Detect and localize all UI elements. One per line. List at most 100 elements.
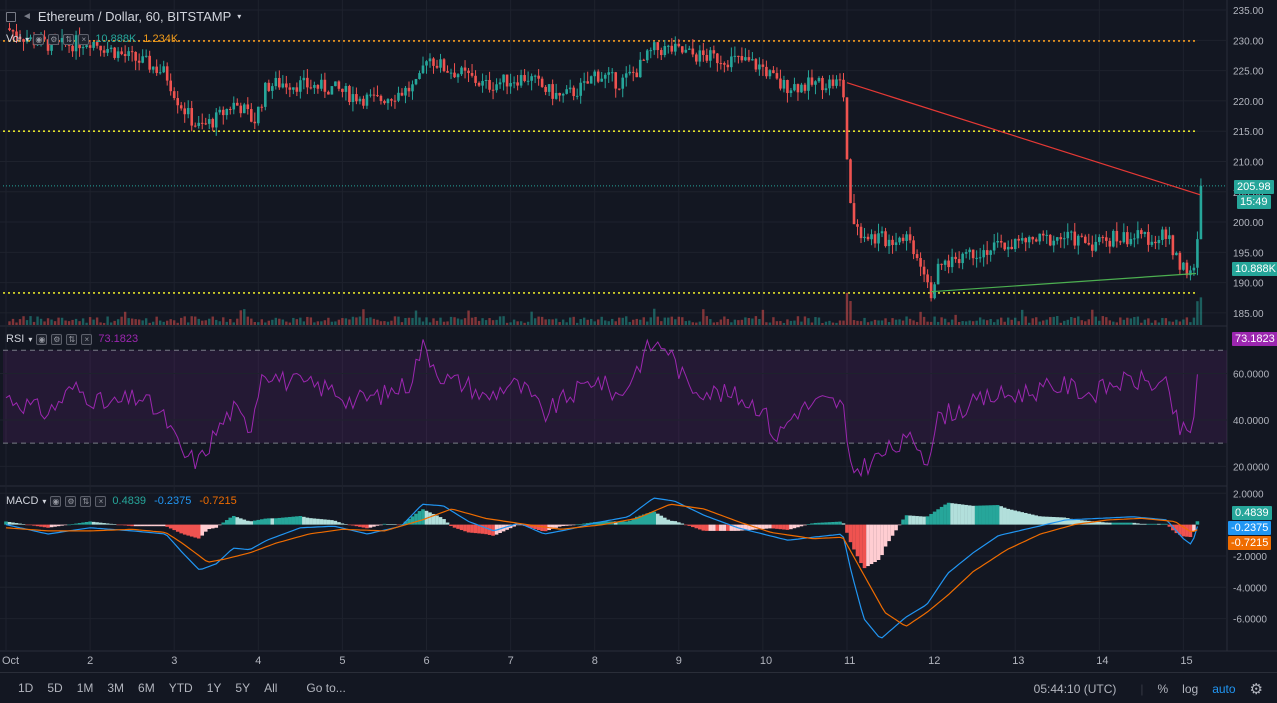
macd-histogram-bar	[1115, 522, 1119, 525]
volume-bar	[46, 318, 50, 325]
candle-body	[491, 89, 495, 91]
timeframe-5d[interactable]: 5D	[47, 681, 63, 695]
volume-indicator-name[interactable]: Vol	[6, 33, 22, 45]
eye-icon[interactable]: ◉	[50, 495, 62, 507]
macd-histogram-bar	[904, 515, 909, 525]
candle-body	[989, 250, 992, 255]
candle-body	[1020, 238, 1024, 241]
macd-histogram-bar	[126, 524, 131, 526]
macd-histogram-bar	[21, 524, 26, 525]
candle-body	[705, 54, 709, 61]
candle-body	[768, 70, 772, 77]
move-icon[interactable]: ⇅	[63, 33, 75, 45]
move-icon[interactable]: ⇅	[80, 495, 92, 507]
chevron-down-icon[interactable]: ▾	[237, 12, 242, 21]
candle-body	[905, 234, 908, 241]
rsi-legend: RSI ▾ ◉ ⚙ ⇅ × 73.1823	[6, 333, 138, 345]
candle-body	[193, 125, 197, 127]
volume-bar	[418, 317, 421, 325]
timeframe-5y[interactable]: 5Y	[235, 681, 251, 695]
volume-bar	[1126, 317, 1129, 325]
macd-histogram-bar	[1020, 512, 1025, 525]
candle-body	[155, 66, 158, 73]
volume-bar	[194, 316, 197, 325]
macd-histogram-bar	[228, 517, 233, 525]
collapse-icon[interactable]	[6, 11, 16, 22]
candle-body	[537, 75, 540, 79]
macd-histogram-bar	[4, 521, 8, 525]
macd-histogram-bar	[1002, 507, 1007, 525]
candle-body	[849, 159, 852, 204]
volume-bar	[1129, 318, 1133, 325]
chevron-down-icon[interactable]: ▾	[28, 334, 33, 344]
candle-body	[372, 94, 376, 96]
gear-icon[interactable]: ⚙	[65, 495, 77, 507]
candle-body	[92, 42, 95, 48]
gear-icon[interactable]: ⚙	[51, 333, 63, 345]
macd-histogram-bar	[708, 524, 713, 531]
gear-icon[interactable]: ⚙	[1249, 680, 1263, 698]
macd-histogram-bar	[568, 524, 572, 526]
goto-date-button[interactable]: Go to...	[306, 681, 346, 695]
volume-bar	[898, 319, 901, 325]
timeframe-3m[interactable]: 3M	[107, 681, 125, 695]
macd-histogram-bar	[1104, 522, 1109, 525]
close-icon[interactable]: ×	[81, 333, 93, 345]
macd-indicator-name[interactable]: MACD	[6, 495, 39, 507]
volume-bar	[246, 316, 249, 325]
volume-bar	[1066, 319, 1069, 325]
macd-histogram-bar	[557, 524, 562, 527]
volume-bar	[1045, 319, 1048, 325]
volume-bar	[120, 316, 123, 325]
volume-bar	[173, 320, 176, 325]
volume-bar	[67, 321, 71, 325]
volume-bar	[50, 319, 53, 325]
move-icon[interactable]: ⇅	[66, 333, 78, 345]
eye-icon[interactable]: ◉	[36, 333, 48, 345]
timeframe-1m[interactable]: 1M	[76, 681, 94, 695]
close-icon[interactable]: ×	[95, 495, 107, 507]
percent-scale-button[interactable]: %	[1157, 681, 1169, 696]
macd-histogram-bar	[953, 503, 958, 525]
timeframe-all[interactable]: All	[264, 681, 278, 695]
volume-bar	[516, 321, 519, 325]
chevron-down-icon[interactable]: ▾	[42, 496, 47, 506]
candle-body	[351, 94, 355, 102]
timeframe-1d[interactable]: 1D	[18, 681, 34, 695]
log-scale-button[interactable]: log	[1182, 681, 1199, 696]
candle-body	[733, 55, 737, 57]
price-chart[interactable]: Oct 2 3 4 5 6 7 8 9 10 11 12 13 14 15 235.00 230.00 225.0…	[0, 0, 1277, 672]
volume-bar	[586, 319, 589, 325]
close-icon[interactable]: ×	[78, 33, 90, 45]
candle-body	[232, 102, 236, 110]
chevron-down-icon[interactable]: ▾	[25, 34, 30, 44]
volume-bar	[933, 316, 936, 325]
gear-icon[interactable]: ⚙	[48, 33, 60, 45]
candle-body	[702, 50, 705, 55]
rsi-indicator-name[interactable]: RSI	[6, 333, 25, 345]
volume-bar	[611, 318, 614, 325]
symbol-header[interactable]: ◄ Ethereum / Dollar, 60, BITSTAMP ▾	[6, 9, 241, 24]
macd-histogram-bar	[442, 519, 446, 525]
volume-bar	[1031, 318, 1034, 325]
timeframe-1y[interactable]: 1Y	[206, 681, 222, 695]
candle-body	[1126, 232, 1129, 245]
volume-bar	[215, 319, 218, 325]
candle-body	[449, 72, 453, 74]
auto-scale-button[interactable]: auto	[1212, 681, 1236, 696]
candle-body	[337, 81, 341, 89]
macd-histogram-bar	[252, 520, 257, 525]
macd-histogram-bar	[550, 524, 555, 529]
utc-clock[interactable]: 05:44:10 (UTC)	[1033, 681, 1117, 696]
x-tick-label: 14	[1096, 655, 1108, 667]
expand-arrow-icon[interactable]: ◄	[22, 11, 32, 22]
candle-body	[165, 66, 169, 81]
volume-bar	[1185, 317, 1189, 325]
eye-icon[interactable]: ◉	[33, 33, 45, 45]
candle-body	[46, 39, 50, 51]
symbol-title[interactable]: Ethereum / Dollar, 60, BITSTAMP	[37, 9, 232, 24]
macd-histogram-bar	[684, 524, 688, 526]
macd-histogram-bar	[715, 524, 720, 531]
timeframe-6m[interactable]: 6M	[138, 681, 155, 695]
timeframe-ytd[interactable]: YTD	[168, 681, 193, 695]
